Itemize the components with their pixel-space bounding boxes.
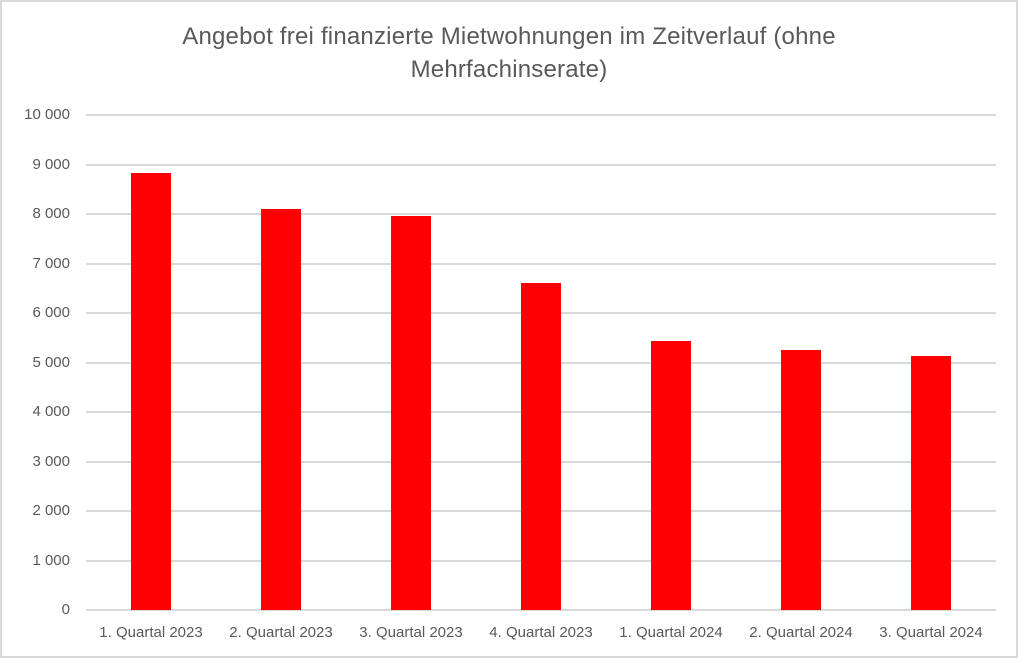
y-tick-label: 2 000 [32,502,70,519]
bar[interactable] [521,283,561,610]
chart-title-line-2: Mehrfachinserate) [410,56,608,83]
x-axis-labels: 1. Quartal 2023 2. Quartal 2023 3. Quartal… [86,623,996,647]
gridline [86,213,996,215]
bar[interactable] [651,341,691,610]
bar[interactable] [391,216,431,610]
y-tick-label: 7 000 [32,255,70,272]
gridline [86,114,996,116]
bar[interactable] [781,350,821,610]
x-tick-label: 1. Quartal 2024 [619,624,723,641]
y-tick-label: 1 000 [32,552,70,569]
x-tick-label: 2. Quartal 2023 [229,624,333,641]
chart-title: Angebot frei finanzierte Mietwohnungen i… [2,20,1016,86]
bar[interactable] [261,209,301,610]
x-tick-label: 4. Quartal 2023 [489,624,593,641]
y-axis-labels: 0 1 000 2 000 3 000 4 000 5 000 6 000 7 000 8 00… [2,106,70,618]
y-tick-label: 10 000 [24,106,70,123]
x-tick-label: 3. Quartal 2024 [879,624,983,641]
y-tick-label: 3 000 [32,453,70,470]
x-tick-label: 2. Quartal 2024 [749,624,853,641]
y-tick-label: 0 [61,601,70,618]
y-tick-label: 5 000 [32,354,70,371]
y-tick-label: 8 000 [32,205,70,222]
gridline [86,164,996,166]
gridline [86,263,996,265]
bar[interactable] [911,356,951,610]
y-tick-label: 6 000 [32,304,70,321]
x-axis-line [86,609,996,611]
plot-area [86,114,996,611]
x-tick-label: 1. Quartal 2023 [99,624,203,641]
bar[interactable] [131,173,171,610]
chart-title-line-1: Angebot frei finanzierte Mietwohnungen i… [182,23,836,50]
y-tick-label: 4 000 [32,403,70,420]
x-tick-label: 3. Quartal 2023 [359,624,463,641]
y-tick-label: 9 000 [32,156,70,173]
